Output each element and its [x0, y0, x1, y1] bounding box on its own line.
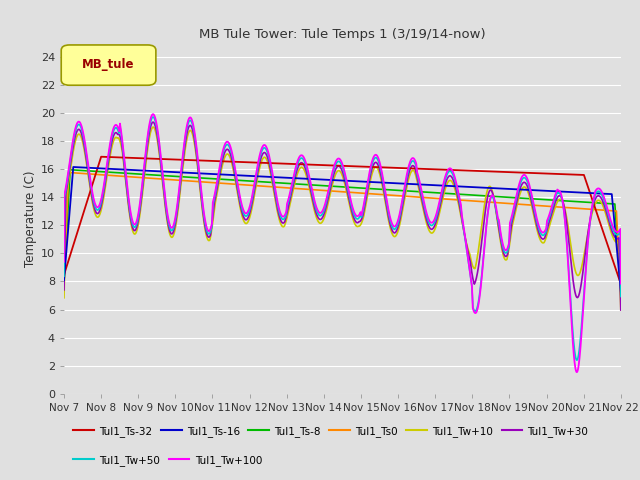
Tul1_Tw+50: [568, 315, 575, 321]
Tul1_Tw+100: [216, 165, 223, 170]
Tul1_Ts-32: [359, 164, 367, 169]
Tul1_Tw+100: [359, 207, 367, 213]
Text: MB_tule: MB_tule: [83, 59, 135, 72]
Tul1_Ts0: [617, 294, 625, 300]
Tul1_Tw+100: [371, 152, 379, 158]
Line: Tul1_Tw+50: Tul1_Tw+50: [64, 117, 621, 360]
Tul1_Ts-8: [216, 176, 223, 182]
Tul1_Tw+10: [216, 177, 223, 182]
Tul1_Tw+50: [504, 246, 512, 252]
Tul1_Ts-32: [617, 281, 625, 287]
Tul1_Ts-32: [216, 158, 223, 164]
Tul1_Ts-32: [568, 172, 575, 178]
Tul1_Tw+50: [371, 155, 379, 161]
Tul1_Ts-16: [216, 171, 223, 177]
Tul1_Ts-8: [371, 186, 379, 192]
Tul1_Ts-8: [617, 292, 625, 298]
Tul1_Tw+30: [359, 214, 367, 219]
Tul1_Tw+100: [568, 324, 575, 330]
Tul1_Tw+100: [149, 111, 157, 117]
Tul1_Ts0: [60, 280, 68, 286]
Line: Tul1_Tw+10: Tul1_Tw+10: [64, 127, 621, 310]
Tul1_Ts0: [216, 180, 223, 186]
Tul1_Tw+30: [504, 246, 512, 252]
Tul1_Tw+100: [60, 259, 68, 264]
Tul1_Ts-16: [359, 179, 367, 184]
Tul1_Tw+30: [568, 267, 575, 273]
Tul1_Ts-16: [584, 190, 591, 196]
Line: Tul1_Tw+30: Tul1_Tw+30: [64, 122, 621, 310]
Tul1_Ts-8: [60, 279, 68, 285]
Tul1_Tw+50: [617, 294, 625, 300]
Tul1_Tw+30: [60, 287, 68, 293]
Tul1_Ts-16: [568, 189, 575, 195]
Tul1_Ts-16: [70, 164, 77, 170]
Tul1_Ts0: [504, 201, 512, 206]
Tul1_Ts0: [584, 206, 591, 212]
Tul1_Ts-32: [504, 169, 512, 175]
Tul1_Ts-32: [584, 182, 591, 188]
Tul1_Ts0: [359, 190, 367, 196]
Tul1_Tw+10: [584, 234, 591, 240]
Tul1_Ts-8: [67, 167, 74, 173]
Tul1_Tw+50: [216, 168, 223, 173]
Tul1_Tw+50: [359, 210, 367, 216]
Tul1_Ts0: [568, 205, 575, 211]
Tul1_Ts-16: [60, 277, 68, 283]
Tul1_Tw+50: [149, 114, 157, 120]
Tul1_Tw+50: [573, 357, 580, 363]
Tul1_Tw+50: [60, 274, 68, 279]
Tul1_Ts-32: [97, 154, 105, 160]
Line: Tul1_Ts-16: Tul1_Ts-16: [64, 167, 621, 291]
Tul1_Ts0: [65, 169, 72, 175]
Line: Tul1_Ts0: Tul1_Ts0: [64, 172, 621, 297]
Tul1_Tw+50: [584, 243, 591, 249]
Legend: Tul1_Ts-32, Tul1_Ts-16, Tul1_Ts-8, Tul1_Ts0, Tul1_Tw+10, Tul1_Tw+30: Tul1_Ts-32, Tul1_Ts-16, Tul1_Ts-8, Tul1_…: [69, 422, 593, 441]
Tul1_Tw+10: [60, 295, 68, 300]
Tul1_Tw+10: [371, 165, 379, 170]
Tul1_Tw+30: [371, 160, 379, 166]
Tul1_Ts-8: [504, 194, 512, 200]
Tul1_Tw+10: [568, 249, 575, 255]
Tul1_Tw+100: [584, 243, 591, 249]
Tul1_Ts0: [371, 191, 379, 197]
Tul1_Ts-16: [504, 186, 512, 192]
Tul1_Ts-16: [371, 180, 379, 185]
Tul1_Tw+100: [504, 243, 512, 249]
Tul1_Tw+30: [216, 172, 223, 178]
Tul1_Tw+30: [584, 235, 591, 241]
Tul1_Ts-32: [60, 272, 68, 278]
Legend: Tul1_Tw+50, Tul1_Tw+100: Tul1_Tw+50, Tul1_Tw+100: [69, 451, 266, 470]
Y-axis label: Temperature (C): Temperature (C): [24, 170, 36, 267]
Tul1_Tw+100: [573, 369, 580, 375]
Tul1_Tw+30: [617, 307, 625, 313]
FancyBboxPatch shape: [61, 45, 156, 85]
Tul1_Tw+10: [359, 217, 367, 223]
Tul1_Ts-16: [617, 288, 625, 294]
Tul1_Tw+10: [149, 124, 157, 130]
Tul1_Tw+100: [617, 281, 625, 287]
Tul1_Tw+10: [504, 249, 512, 255]
Line: Tul1_Ts-32: Tul1_Ts-32: [64, 157, 621, 284]
Tul1_Ts-8: [584, 199, 591, 205]
Tul1_Ts-32: [371, 164, 379, 170]
Tul1_Tw+30: [149, 119, 157, 125]
Tul1_Ts-8: [568, 198, 575, 204]
Title: MB Tule Tower: Tule Temps 1 (3/19/14-now): MB Tule Tower: Tule Temps 1 (3/19/14-now…: [199, 28, 486, 41]
Line: Tul1_Tw+100: Tul1_Tw+100: [64, 114, 621, 372]
Tul1_Ts-8: [359, 185, 367, 191]
Line: Tul1_Ts-8: Tul1_Ts-8: [64, 170, 621, 295]
Tul1_Tw+10: [617, 307, 625, 313]
